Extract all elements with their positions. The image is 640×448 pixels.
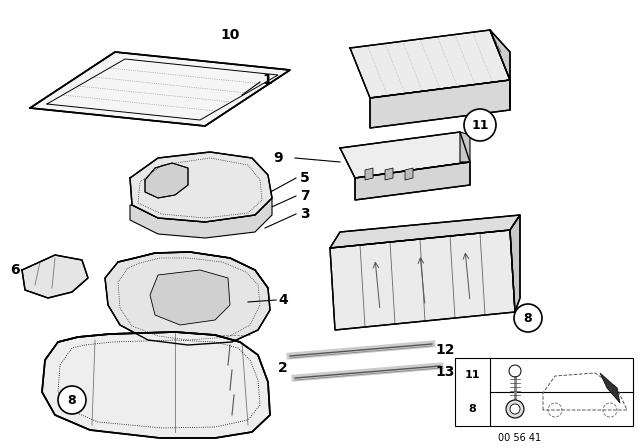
Polygon shape: [145, 163, 188, 198]
Text: 13: 13: [435, 365, 454, 379]
Text: 3: 3: [300, 207, 310, 221]
Polygon shape: [385, 168, 393, 180]
Polygon shape: [330, 230, 515, 330]
Text: 4: 4: [278, 293, 288, 307]
Circle shape: [510, 404, 520, 414]
Circle shape: [514, 304, 542, 332]
Polygon shape: [510, 215, 520, 312]
Polygon shape: [460, 132, 470, 162]
Polygon shape: [340, 132, 470, 178]
Polygon shape: [490, 30, 510, 110]
Polygon shape: [30, 52, 290, 126]
Text: 1: 1: [262, 73, 272, 87]
Text: 12: 12: [435, 343, 454, 357]
Polygon shape: [22, 255, 88, 298]
Text: 00 56 41: 00 56 41: [499, 433, 541, 443]
Polygon shape: [405, 168, 413, 180]
Text: 9: 9: [273, 151, 283, 165]
Text: 6: 6: [10, 263, 20, 277]
Polygon shape: [330, 215, 520, 248]
Text: 2: 2: [278, 361, 288, 375]
Polygon shape: [105, 252, 270, 345]
Polygon shape: [130, 198, 272, 238]
Circle shape: [506, 400, 524, 418]
Text: 8: 8: [68, 393, 76, 406]
Text: 5: 5: [300, 171, 310, 185]
Bar: [455, 358, 633, 426]
Polygon shape: [365, 168, 373, 180]
Polygon shape: [42, 332, 270, 438]
Text: 11: 11: [464, 370, 480, 380]
Polygon shape: [350, 30, 510, 98]
Circle shape: [58, 386, 86, 414]
Text: 8: 8: [524, 311, 532, 324]
Text: 10: 10: [220, 28, 239, 42]
Polygon shape: [355, 162, 470, 200]
Circle shape: [464, 109, 496, 141]
Text: 11: 11: [471, 119, 489, 132]
Polygon shape: [150, 270, 230, 325]
Text: 7: 7: [300, 189, 310, 203]
Polygon shape: [370, 80, 510, 128]
Polygon shape: [600, 373, 620, 403]
Polygon shape: [130, 152, 272, 222]
Text: 8: 8: [468, 404, 476, 414]
